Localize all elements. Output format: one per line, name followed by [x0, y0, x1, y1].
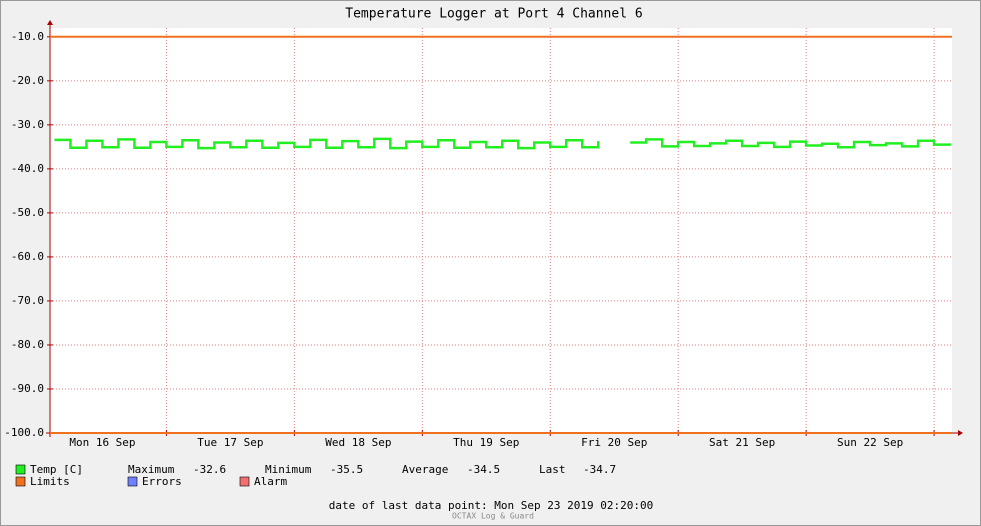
y-tick-label: -90.0: [11, 382, 44, 395]
legend-swatch: [15, 476, 26, 487]
x-tick-label: Wed 18 Sep: [325, 436, 391, 449]
stat-label: Minimum: [265, 463, 312, 476]
x-tick-label: Sun 22 Sep: [837, 436, 903, 449]
stat-label: Average: [402, 463, 448, 476]
y-tick-label: -40.0: [11, 162, 44, 175]
legend-label: Limits: [30, 475, 70, 488]
x-tick-label: Mon 16 Sep: [69, 436, 135, 449]
stat-value: -35.5: [330, 463, 363, 476]
legend-swatch: [127, 476, 138, 487]
x-tick-label: Tue 17 Sep: [197, 436, 263, 449]
chart-title: Temperature Logger at Port 4 Channel 6: [345, 7, 642, 22]
y-tick-label: -70.0: [11, 294, 44, 307]
y-tick-label: -50.0: [11, 206, 44, 219]
y-tick-label: -30.0: [11, 118, 44, 131]
legend-swatch: [15, 464, 26, 475]
stat-value: -34.5: [467, 463, 500, 476]
legend-label: Errors: [142, 475, 182, 488]
y-tick-label: -20.0: [11, 74, 44, 87]
y-axis-arrow: [47, 20, 53, 25]
y-tick-label: -10.0: [11, 30, 44, 43]
legend-swatch: [239, 476, 250, 487]
stat-label: Last: [539, 463, 566, 476]
plot-area: [50, 28, 952, 433]
footer: date of last data point: Mon Sep 23 2019…: [329, 499, 654, 512]
stat-value: -34.7: [583, 463, 616, 476]
legend-label: Temp [C]: [30, 463, 83, 476]
y-tick-label: -80.0: [11, 338, 44, 351]
x-tick-label: Thu 19 Sep: [453, 436, 519, 449]
x-axis-arrow: [958, 430, 963, 436]
x-tick-label: Sat 21 Sep: [709, 436, 775, 449]
credit: OCTAX Log & Guard: [452, 512, 534, 521]
stat-value: -32.6: [193, 463, 226, 476]
stat-label: Maximum: [128, 463, 175, 476]
y-tick-label: -100.0: [4, 426, 44, 439]
y-tick-label: -60.0: [11, 250, 44, 263]
x-tick-label: Fri 20 Sep: [581, 436, 647, 449]
temp-line: [54, 137, 952, 150]
legend-label: Alarm: [254, 475, 287, 488]
